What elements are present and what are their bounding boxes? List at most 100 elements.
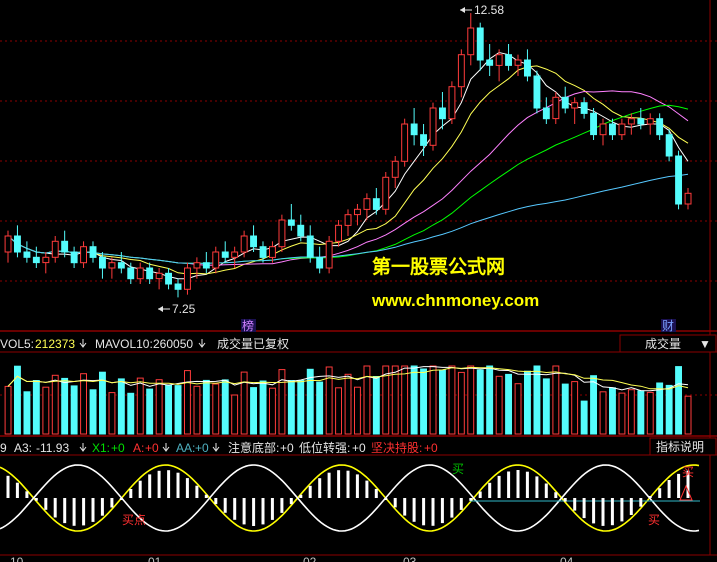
volume-bar — [297, 380, 305, 435]
candle-body — [212, 251, 220, 269]
event-tag-cai[interactable]: 财 — [661, 319, 676, 333]
volume-bar — [542, 378, 550, 435]
candle — [23, 241, 31, 263]
candle — [117, 252, 125, 274]
volume-bar — [23, 391, 31, 435]
indicator-bar — [148, 474, 152, 498]
indicator-bar — [280, 498, 284, 513]
candle-body — [627, 118, 635, 125]
candle — [505, 44, 513, 71]
candle-body — [590, 112, 597, 136]
candle-body — [448, 86, 456, 120]
indicator-bar — [157, 470, 161, 498]
event-tag-bang[interactable]: 榜 — [241, 318, 256, 333]
volume-bar — [117, 378, 125, 435]
candle-body — [184, 267, 191, 290]
candle-body — [486, 59, 494, 66]
candle — [240, 230, 248, 258]
indicator-bar — [592, 498, 596, 524]
volume-bar — [344, 373, 352, 435]
indicator-bar — [100, 498, 104, 516]
indicator-bar — [63, 498, 67, 524]
candle-body — [410, 123, 418, 136]
candle — [202, 252, 210, 274]
candle — [684, 188, 692, 210]
volume-bar — [108, 392, 116, 435]
volume-bar — [259, 380, 267, 435]
volume-bar — [580, 400, 588, 435]
volume-bar — [287, 380, 295, 435]
volume-bar — [429, 365, 437, 435]
indicator-bar — [374, 488, 378, 498]
volume-bar — [4, 385, 12, 435]
buy-label: 买 — [452, 462, 464, 476]
candle — [297, 214, 305, 242]
candle-body — [344, 214, 352, 226]
candle-body — [609, 123, 616, 136]
watermark-title: 第一股票公式网 — [372, 255, 505, 278]
volume-bar — [354, 386, 361, 435]
indicator-selector[interactable]: 成交量 ▼ — [619, 334, 717, 353]
candle — [561, 86, 569, 114]
volume-bar — [637, 390, 645, 435]
volume-bar — [136, 377, 144, 435]
indicator-bar — [299, 494, 303, 498]
indicator-bar — [516, 470, 520, 498]
candle — [627, 113, 635, 135]
candle-body — [637, 118, 645, 125]
candle-body — [297, 224, 305, 237]
candle-body — [99, 256, 106, 269]
candle — [61, 230, 69, 258]
volume-ma10-line — [7, 366, 689, 390]
a-label: A: — [133, 441, 144, 455]
indicator-bar — [440, 498, 444, 524]
candle — [51, 236, 59, 263]
indicator-bar — [525, 471, 529, 498]
candle — [448, 81, 456, 124]
low-turn-label: 低位转强: — [299, 440, 350, 455]
indicator-bar — [185, 478, 189, 498]
volume-bar — [495, 375, 503, 435]
candle-body — [457, 54, 465, 88]
indicator-bar — [459, 498, 463, 510]
volume-ma-lines — [7, 366, 689, 392]
candle — [429, 102, 437, 151]
indicator-bar — [639, 498, 643, 507]
sine-white-line — [0, 464, 700, 532]
candle — [533, 70, 541, 114]
indicator-bar — [289, 498, 293, 505]
candle-body — [146, 267, 154, 280]
candle — [4, 230, 12, 263]
down-arrow-icon — [79, 443, 87, 452]
volume-bar — [240, 371, 248, 435]
candle — [108, 257, 116, 279]
candle — [363, 193, 371, 220]
volume-status: 成交量已复权 — [217, 336, 289, 351]
volume-bar — [656, 382, 664, 435]
indicator-bar — [327, 472, 331, 498]
candle-body — [476, 27, 484, 61]
candle-body — [278, 219, 286, 248]
indicator-bar — [25, 491, 29, 498]
candle — [89, 241, 97, 263]
indicator-bar — [563, 498, 567, 502]
volume-bar — [221, 379, 229, 435]
candle-body — [467, 27, 475, 56]
volume-bar — [646, 391, 654, 435]
volume-bar — [372, 376, 380, 435]
candle-body — [599, 123, 607, 136]
candle — [599, 118, 607, 146]
volume-bar — [552, 365, 560, 435]
indicator-bar — [308, 485, 312, 498]
indicator-bar — [355, 474, 359, 498]
note-bottom-label: 注意底部: — [228, 440, 279, 455]
candle — [259, 241, 267, 263]
event-tag-bang-label: 榜 — [242, 318, 254, 333]
candle — [590, 108, 597, 140]
volume-bar — [231, 394, 239, 435]
indicator-explain-button[interactable]: 指标说明 — [649, 437, 717, 456]
indicator-bar — [535, 476, 539, 498]
volume-bar — [193, 385, 201, 435]
candle — [306, 225, 314, 263]
